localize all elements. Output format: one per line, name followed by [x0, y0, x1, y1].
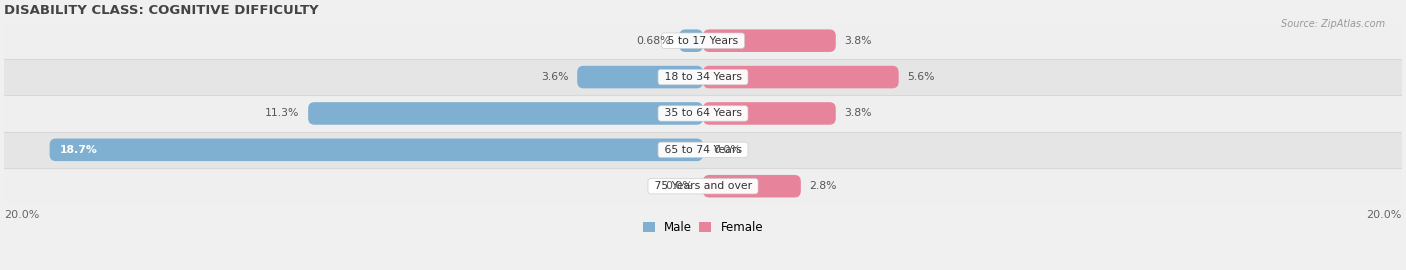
Text: 0.0%: 0.0%: [713, 145, 741, 155]
Bar: [4, 132, 1402, 168]
Text: 20.0%: 20.0%: [4, 210, 39, 220]
FancyBboxPatch shape: [703, 175, 801, 197]
Text: 75 Years and over: 75 Years and over: [651, 181, 755, 191]
Text: 0.68%: 0.68%: [636, 36, 671, 46]
Text: 3.8%: 3.8%: [845, 36, 872, 46]
FancyBboxPatch shape: [703, 29, 835, 52]
Text: 65 to 74 Years: 65 to 74 Years: [661, 145, 745, 155]
FancyBboxPatch shape: [703, 102, 835, 125]
Text: DISABILITY CLASS: COGNITIVE DIFFICULTY: DISABILITY CLASS: COGNITIVE DIFFICULTY: [4, 4, 319, 17]
Text: 0.0%: 0.0%: [665, 181, 693, 191]
Text: 3.6%: 3.6%: [541, 72, 568, 82]
Bar: [4, 59, 1402, 95]
FancyBboxPatch shape: [703, 66, 898, 88]
FancyBboxPatch shape: [49, 139, 703, 161]
FancyBboxPatch shape: [308, 102, 703, 125]
Bar: [4, 168, 1402, 204]
Text: 2.8%: 2.8%: [810, 181, 837, 191]
Text: 5.6%: 5.6%: [907, 72, 935, 82]
Legend: Male, Female: Male, Female: [638, 216, 768, 238]
Text: 18 to 34 Years: 18 to 34 Years: [661, 72, 745, 82]
Text: 18.7%: 18.7%: [60, 145, 98, 155]
Text: 35 to 64 Years: 35 to 64 Years: [661, 109, 745, 119]
Text: 11.3%: 11.3%: [266, 109, 299, 119]
FancyBboxPatch shape: [679, 29, 703, 52]
Bar: [4, 22, 1402, 59]
Text: 20.0%: 20.0%: [1367, 210, 1402, 220]
Text: Source: ZipAtlas.com: Source: ZipAtlas.com: [1281, 19, 1385, 29]
Bar: [4, 95, 1402, 132]
FancyBboxPatch shape: [578, 66, 703, 88]
Text: 3.8%: 3.8%: [845, 109, 872, 119]
Text: 5 to 17 Years: 5 to 17 Years: [664, 36, 742, 46]
